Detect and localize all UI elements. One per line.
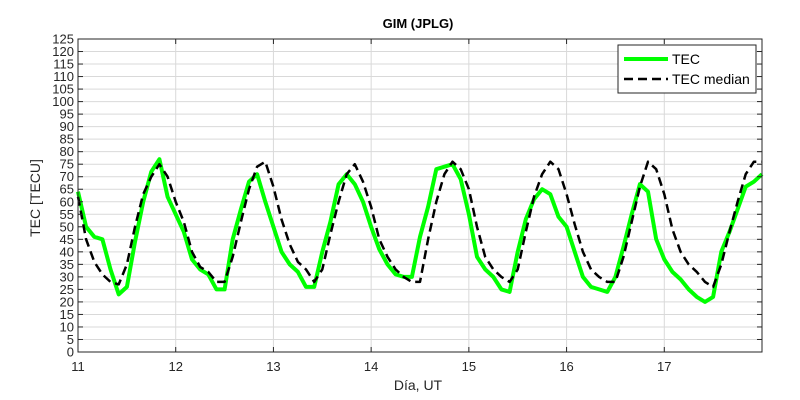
y-tick-label: 70 [60, 169, 74, 184]
legend-box [617, 44, 757, 94]
y-tick-label: 25 [60, 282, 74, 297]
y-tick-label: 0 [67, 345, 74, 360]
y-tick-label: 85 [60, 132, 74, 147]
y-tick-label: 50 [60, 219, 74, 234]
legend: TEC TEC median [617, 44, 757, 94]
chart-title: GIM (JPLG) [383, 16, 454, 31]
y-tick-label: 60 [60, 194, 74, 209]
x-tick-label: 11 [71, 359, 85, 374]
y-tick-label: 20 [60, 294, 74, 309]
y-tick-label: 120 [52, 44, 74, 59]
grid-lines [78, 39, 762, 352]
x-tick-label: 14 [364, 359, 378, 374]
axes-layer: 0510152025303540455055606570758085909510… [52, 32, 763, 374]
plot-border [77, 38, 763, 353]
y-tick-label: 75 [60, 157, 74, 172]
y-tick-label: 5 [67, 332, 74, 347]
y-tick-label: 105 [52, 82, 74, 97]
y-tick-label: 80 [60, 144, 74, 159]
y-tick-label: 45 [60, 232, 74, 247]
x-tick-label: 12 [168, 359, 182, 374]
y-tick-label: 115 [53, 57, 74, 72]
y-tick-label: 65 [60, 182, 74, 197]
y-tick-label: 10 [60, 319, 74, 334]
tec-series-line [76, 157, 764, 304]
y-tick-label: 15 [60, 307, 74, 322]
y-tick-label: 95 [60, 107, 74, 122]
y-tick-label: 35 [60, 257, 74, 272]
y-tick-label: 100 [52, 94, 74, 109]
x-axis-label: Día, UT [394, 377, 443, 393]
y-tick-label: 125 [52, 32, 74, 47]
x-tick-label: 16 [559, 359, 573, 374]
y-axis-label: TEC [TECU] [27, 159, 43, 237]
y-tick-label: 30 [60, 269, 74, 284]
y-tick-label: 90 [60, 119, 74, 134]
series-layer [76, 157, 764, 304]
legend-label-tec: TEC [672, 51, 700, 67]
legend-label-tec-median: TEC median [672, 71, 750, 87]
x-tick-label: 17 [657, 359, 671, 374]
y-tick-label: 40 [60, 244, 74, 259]
x-tick-label: 13 [266, 359, 280, 374]
tec-median-series-line [76, 160, 762, 289]
y-tick-label: 55 [60, 207, 74, 222]
x-tick-label: 15 [462, 359, 476, 374]
y-tick-label: 110 [53, 69, 74, 84]
